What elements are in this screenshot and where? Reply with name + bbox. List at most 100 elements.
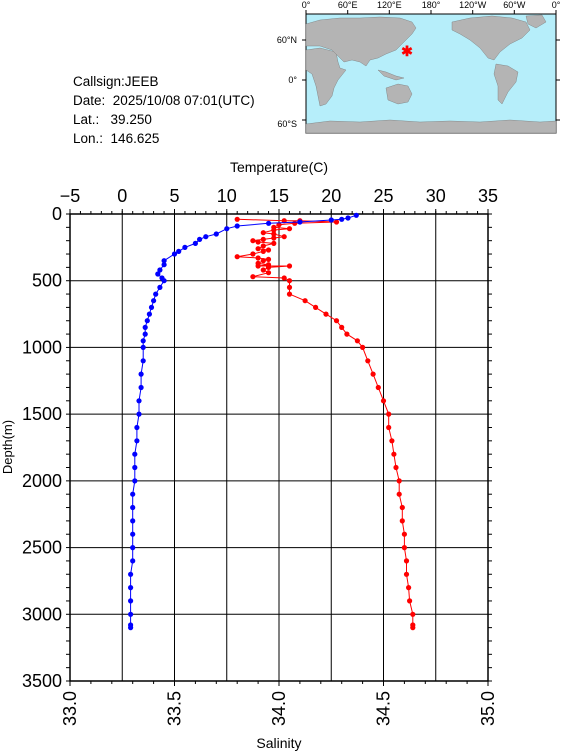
salinity-point <box>157 267 163 273</box>
salinity-point <box>224 226 230 232</box>
lon-value: 146.625 <box>110 131 160 146</box>
temperature-point <box>250 251 256 257</box>
temperature-point <box>271 240 277 246</box>
date-value: 2025/10/08 07:01(UTC) <box>112 93 255 108</box>
temperature-point <box>389 438 395 444</box>
map-label-lon-120e: 120°E <box>377 0 402 10</box>
temperature-point <box>360 344 366 350</box>
temperature-point <box>286 263 293 269</box>
temperature-point <box>399 518 405 524</box>
date-row: Date: 2025/10/08 07:01(UTC) <box>73 91 255 110</box>
lon-row: Lon.: 146.625 <box>73 129 255 148</box>
temperature-point <box>265 264 272 270</box>
temperature-point <box>265 256 272 262</box>
salinity-point <box>353 212 359 218</box>
land-indonesia <box>377 69 405 81</box>
salinity-point <box>138 384 144 391</box>
temperature-point <box>396 491 402 497</box>
temperature-point <box>407 598 413 604</box>
temperature-point <box>286 226 293 232</box>
temperature-point <box>265 247 272 253</box>
temperature-point <box>286 284 293 290</box>
depth-tick-label: 500 <box>32 271 62 291</box>
temperature-point <box>234 254 240 260</box>
salinity-point <box>136 398 142 404</box>
location-map: 0° 60°E 120°E 180° 120°W 60°W 0° 60°N 0°… <box>277 0 561 134</box>
temperature-point <box>323 311 329 317</box>
temperature-point <box>265 270 272 276</box>
salinity-point <box>130 504 136 511</box>
temperature-tick-label: 30 <box>426 186 446 206</box>
map-label-lon-120w: 120°W <box>459 0 487 10</box>
salinity-point <box>130 531 136 537</box>
salinity-point <box>171 251 178 257</box>
salinity-point <box>128 571 134 577</box>
temperature-point <box>386 411 392 417</box>
temperature-point <box>386 424 392 431</box>
temperature-point <box>281 234 287 240</box>
salinity-point <box>132 451 138 457</box>
salinity-point <box>132 464 138 471</box>
salinity-point <box>130 518 136 524</box>
salinity-point <box>345 215 351 221</box>
salinity-point <box>128 598 134 604</box>
temperature-point <box>410 625 416 631</box>
temperature-point <box>344 331 350 337</box>
salinity-point <box>130 491 136 497</box>
temperature-point <box>255 255 261 261</box>
temperature-tick-label: 10 <box>217 186 237 206</box>
map-label-lon-60e: 60°E <box>338 0 358 10</box>
temperature-point <box>250 238 256 244</box>
temperature-point <box>281 275 287 281</box>
map-label-lon-0-right: 0° <box>552 0 561 10</box>
land-eurasia <box>305 16 417 67</box>
temperature-point <box>271 235 277 241</box>
salinity-point <box>297 219 303 225</box>
station-info: Callsign:JEEB Date: 2025/10/08 07:01(UTC… <box>73 72 255 148</box>
salinity-point <box>138 371 144 377</box>
map-ticks <box>302 10 560 121</box>
salinity-point <box>144 318 150 324</box>
temperature-axis-label: Temperature(C) <box>230 159 328 175</box>
salinity-point <box>182 244 188 250</box>
salinity-point <box>328 217 334 223</box>
land-africa <box>305 47 347 107</box>
temperature-point <box>260 258 266 264</box>
salinity-point <box>134 438 140 444</box>
temperature-point <box>260 248 266 254</box>
salinity-point <box>130 558 136 564</box>
land-north-america <box>451 15 531 61</box>
salinity-point <box>157 284 163 290</box>
depth-tick-label: 2000 <box>22 471 62 491</box>
map-label-lat-60n: 60°N <box>277 35 297 45</box>
depth-tick-label: 3500 <box>22 671 62 691</box>
temperature-point <box>260 236 266 242</box>
land-greenland <box>525 14 547 29</box>
temperature-point <box>255 263 261 269</box>
temperature-tick-label: 25 <box>373 186 393 206</box>
temperature-point <box>260 267 266 273</box>
salinity-series <box>128 212 359 631</box>
salinity-axis-label: Salinity <box>256 735 301 751</box>
depth-tick-label: 0 <box>52 204 62 224</box>
salinity-point <box>161 262 167 268</box>
lat-label: Lat.: <box>73 112 100 127</box>
temperature-point <box>281 218 287 224</box>
salinity-point <box>197 236 203 242</box>
temperature-point <box>255 246 261 252</box>
temperature-point <box>339 324 345 330</box>
map-label-lat-0: 0° <box>288 75 297 85</box>
temperature-point <box>234 216 240 222</box>
salinity-point <box>146 311 152 317</box>
salinity-point <box>128 611 134 617</box>
temperature-point <box>403 571 410 577</box>
temperature-point <box>292 220 298 226</box>
salinity-point <box>130 545 136 551</box>
temperature-point <box>286 291 293 297</box>
temperature-point <box>406 585 412 591</box>
temperature-point <box>333 318 340 324</box>
land-australia <box>385 83 413 105</box>
depth-axis-label: Depth(m) <box>0 420 15 474</box>
salinity-tick-label: 33.5 <box>165 691 185 726</box>
